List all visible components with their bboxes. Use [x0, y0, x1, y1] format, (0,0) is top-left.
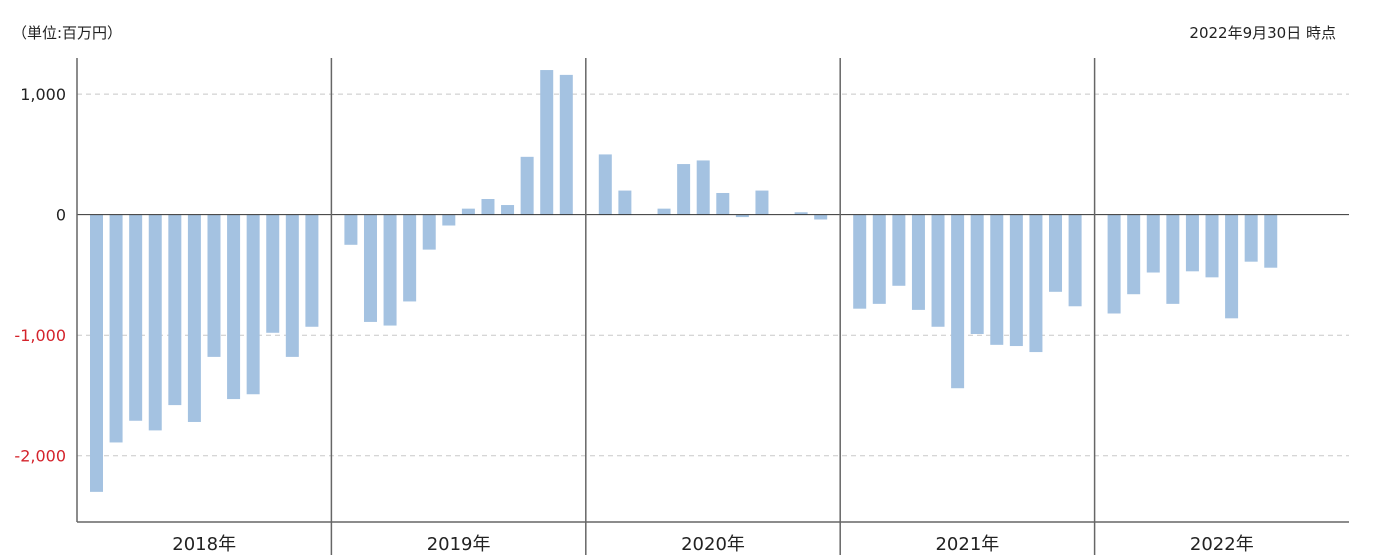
bar [286, 215, 299, 357]
bar [658, 209, 671, 215]
bar [540, 70, 553, 215]
bar [1127, 215, 1140, 295]
bar [462, 209, 475, 215]
bar [873, 215, 886, 304]
y-tick-label: 1,000 [20, 85, 66, 104]
bar [305, 215, 318, 327]
bar [423, 215, 436, 250]
bar [149, 215, 162, 431]
bar [1206, 215, 1219, 278]
bar [990, 215, 1003, 345]
bar [755, 191, 768, 215]
bar [266, 215, 279, 333]
bar [501, 205, 514, 215]
bar [1147, 215, 1160, 273]
bar [110, 215, 123, 443]
bar [442, 215, 455, 226]
bar [168, 215, 181, 405]
bar [1049, 215, 1062, 292]
bar [599, 154, 612, 214]
bar [1069, 215, 1082, 307]
bar [1029, 215, 1042, 352]
bar [227, 215, 240, 399]
bar [1264, 215, 1277, 268]
bar [697, 160, 710, 214]
year-label: 2018年 [172, 534, 236, 555]
year-label: 2022年 [1190, 534, 1254, 555]
bar [560, 75, 573, 215]
bar [618, 191, 631, 215]
bar [207, 215, 220, 357]
y-tick-label: 0 [56, 206, 66, 225]
year-label: 2019年 [427, 534, 491, 555]
y-tick-label: -2,000 [14, 447, 66, 466]
bar [892, 215, 905, 286]
bar [344, 215, 357, 245]
bar [951, 215, 964, 389]
bar [188, 215, 201, 422]
bar [853, 215, 866, 309]
bar [1225, 215, 1238, 319]
bar [814, 215, 827, 220]
bar [1108, 215, 1121, 314]
bar [677, 164, 690, 215]
bar [364, 215, 377, 322]
bar [481, 199, 494, 215]
y-tick-label: -1,000 [14, 326, 66, 345]
bar [403, 215, 416, 302]
bar [521, 157, 534, 215]
bar [384, 215, 397, 326]
year-label: 2020年 [681, 534, 745, 555]
bar [247, 215, 260, 395]
bar [1245, 215, 1258, 262]
bar [1186, 215, 1199, 272]
year-label: 2021年 [935, 534, 999, 555]
bar [129, 215, 142, 421]
bar [716, 193, 729, 215]
bar [90, 215, 103, 492]
bar [971, 215, 984, 334]
bar [912, 215, 925, 310]
bar [1010, 215, 1023, 346]
bar [1166, 215, 1179, 304]
bar [932, 215, 945, 327]
